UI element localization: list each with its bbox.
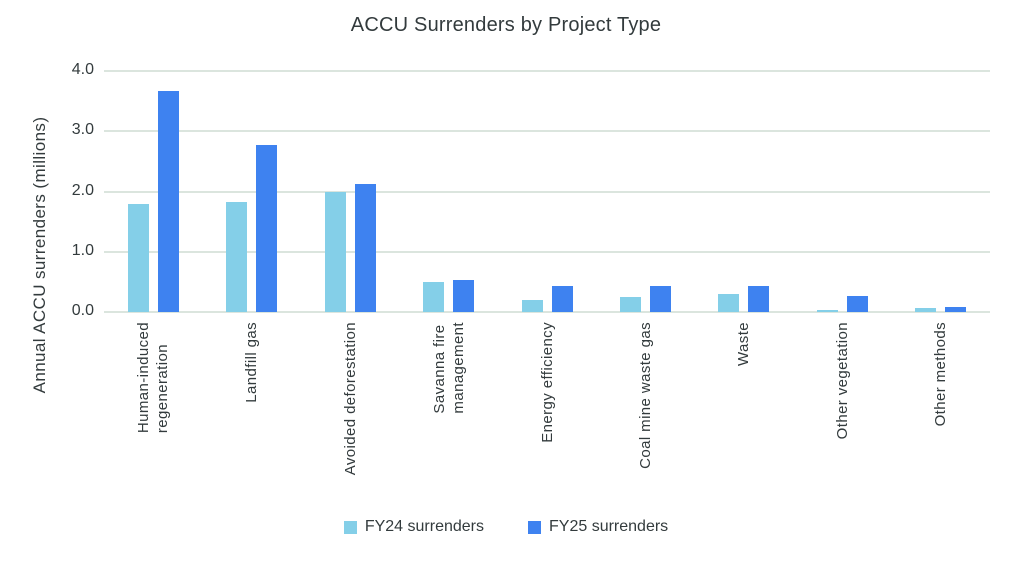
y-tick-label: 2.0 — [71, 181, 94, 199]
legend-label: FY25 surrenders — [549, 518, 669, 535]
gridline — [104, 250, 990, 253]
legend: FY24 surrenders FY25 surrenders — [0, 518, 1012, 536]
x-axis-line — [104, 311, 990, 313]
bar-fy24-landfill-gas — [226, 202, 248, 312]
bar-fy25-landfill-gas — [256, 144, 278, 312]
bar-fy25-waste — [748, 286, 770, 312]
category-label-other-methods: Other methods — [932, 322, 950, 427]
gridline — [104, 190, 990, 193]
legend-swatch-icon — [343, 520, 357, 534]
category-label-coal-mine-waste-gas: Coal mine waste gas — [636, 322, 654, 469]
bar-fy24-human-induced-regeneration — [127, 203, 149, 312]
category-label-energy-efficiency: Energy efficiency — [538, 322, 556, 443]
bar-fy24-savanna-fire-management — [423, 281, 445, 312]
bar-fy25-savanna-fire-management — [453, 280, 475, 312]
bar-fy24-waste — [718, 293, 740, 312]
y-tick-label: 4.0 — [71, 61, 94, 78]
bar-fy25-avoided-deforestation — [354, 183, 376, 312]
legend-item-fy25-surrenders: FY25 surrenders — [528, 518, 668, 536]
bar-fy25-human-induced-regeneration — [157, 90, 179, 312]
bar-fy24-avoided-deforestation — [324, 191, 346, 312]
category-label-other-vegetation: Other vegetation — [833, 322, 851, 440]
legend-swatch-icon — [528, 520, 541, 534]
category-label-savanna-fire-management: Savanna fire management — [430, 322, 467, 414]
bar-fy25-energy-efficiency — [551, 286, 573, 312]
category-label-human-induced-regeneration: Human-induced regeneration — [135, 322, 172, 434]
bar-fy24-other-methods — [915, 308, 937, 312]
bar-fy24-other-vegetation — [816, 309, 838, 312]
y-tick-label: 3.0 — [71, 121, 94, 139]
category-label-waste: Waste — [735, 322, 753, 366]
gridline — [104, 130, 990, 133]
bar-fy25-coal-mine-waste-gas — [649, 286, 671, 312]
chart-title: ACCU Surrenders by Project Type — [350, 14, 662, 36]
bar-fy25-other-vegetation — [846, 295, 868, 312]
legend-label: FY24 surrenders — [364, 518, 484, 535]
bar-fy24-coal-mine-waste-gas — [619, 296, 641, 312]
legend-item-fy24-surrenders: FY24 surrenders — [343, 518, 484, 536]
gridline — [104, 70, 990, 72]
bar-fy24-energy-efficiency — [521, 299, 543, 312]
y-tick-label: 1.0 — [71, 241, 94, 259]
y-tick-label: 0.0 — [71, 302, 94, 319]
category-label-landfill-gas: Landfill gas — [243, 322, 261, 403]
category-label-avoided-deforestation: Avoided deforestation — [341, 322, 359, 476]
bar-fy25-other-methods — [945, 307, 967, 312]
